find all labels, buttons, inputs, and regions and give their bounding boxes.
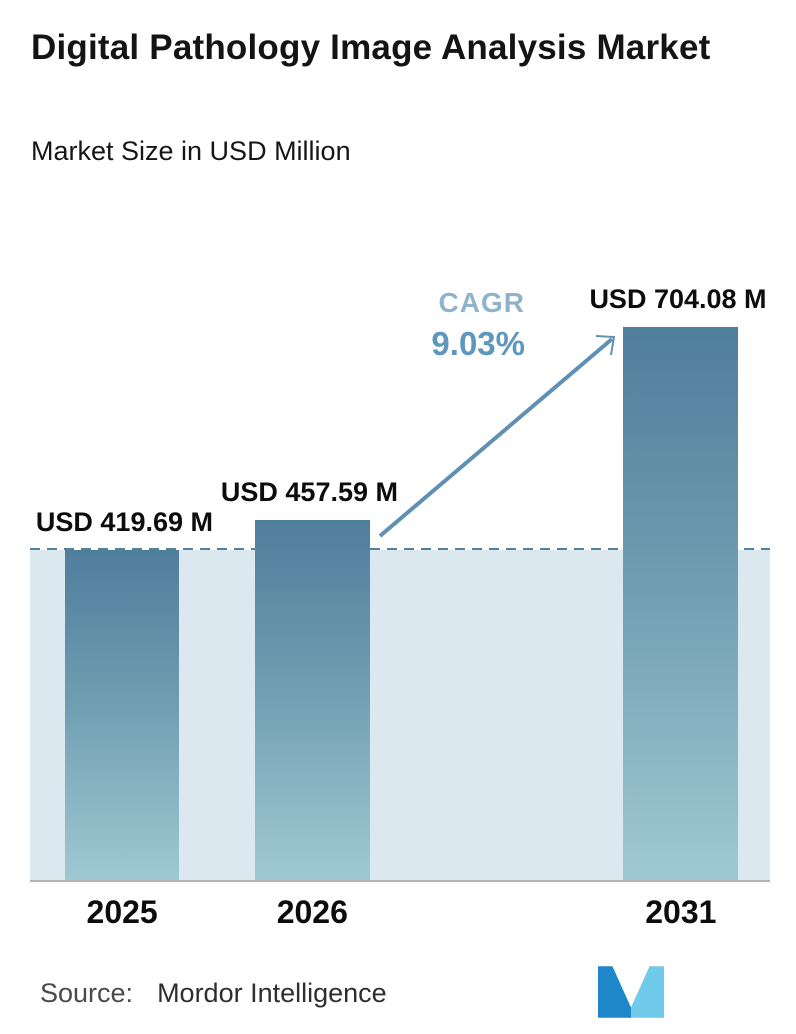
cagr-annotation: CAGR 9.03% [380, 286, 525, 363]
bar [254, 520, 370, 880]
reference-line [30, 548, 770, 551]
plot-area: USD 419.69 M USD 457.59 M USD 704.08 M 2… [30, 284, 770, 930]
x-axis-label: 2026 [276, 894, 348, 930]
bar-value-label: USD 419.69 M [35, 507, 213, 538]
footer: Source: Mordor Intelligence [40, 966, 756, 1018]
x-axis-label: 2025 [86, 894, 158, 930]
chart-subtitle: Market Size in USD Million [31, 136, 351, 166]
bar [64, 550, 180, 880]
source-label: Source: [40, 978, 134, 1008]
source-value: Mordor Intelligence [157, 978, 387, 1008]
chart-title: Digital Pathology Image Analysis Market [31, 28, 711, 67]
cagr-label: CAGR [438, 287, 525, 318]
bar [623, 326, 739, 880]
cagr-value: 9.03% [431, 324, 525, 362]
growth-arrow-icon [378, 335, 616, 538]
x-axis-label: 2031 [645, 894, 717, 930]
bar-value-label: USD 704.08 M [589, 283, 767, 314]
bar-value-label: USD 457.59 M [220, 477, 398, 508]
mordor-intelligence-logo [598, 966, 664, 1018]
